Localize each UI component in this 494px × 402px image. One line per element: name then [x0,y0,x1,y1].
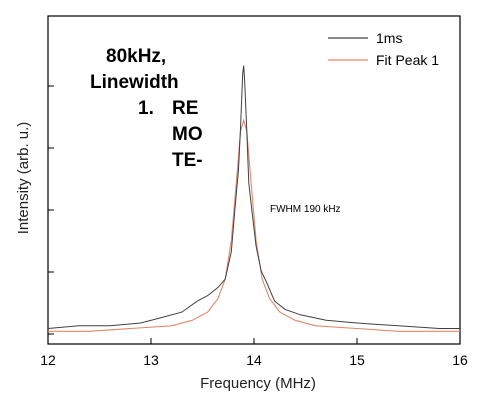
y-axis-ticks [48,85,54,335]
fwhm-annotation: FWHM 190 kHz [270,204,341,215]
x-axis-ticks: 12 13 14 15 16 [40,338,468,368]
overlay-clip-mask [160,168,220,182]
legend: 1ms Fit Peak 1 [328,30,439,68]
overlay-line-1: 80kHz, [106,46,166,67]
overlay-item-line-2: MO [172,124,203,145]
x-tick-label: 14 [246,352,262,368]
x-tick-label: 12 [40,352,56,368]
overlay-item-number: 1. [138,98,154,119]
legend-label-1ms: 1ms [376,30,402,46]
x-tick-label: 16 [452,352,468,368]
x-tick-label: 15 [349,352,365,368]
x-tick-label: 13 [143,352,159,368]
legend-label-fit-peak-1: Fit Peak 1 [376,52,439,68]
overlay-line-2: Linewidth [90,72,179,93]
overlay-item-line-1: RE [172,98,198,119]
series-line-fit-peak-1 [48,118,460,332]
overlay-item-line-3: TE- [172,150,203,171]
overlay-text-block: 80kHz, Linewidth 1. RE MO TE- [90,46,203,171]
y-axis-label: Intensity (arb. u.) [15,122,32,235]
series-line-1ms [48,65,460,329]
x-axis-label: Frequency (MHz) [200,375,316,392]
